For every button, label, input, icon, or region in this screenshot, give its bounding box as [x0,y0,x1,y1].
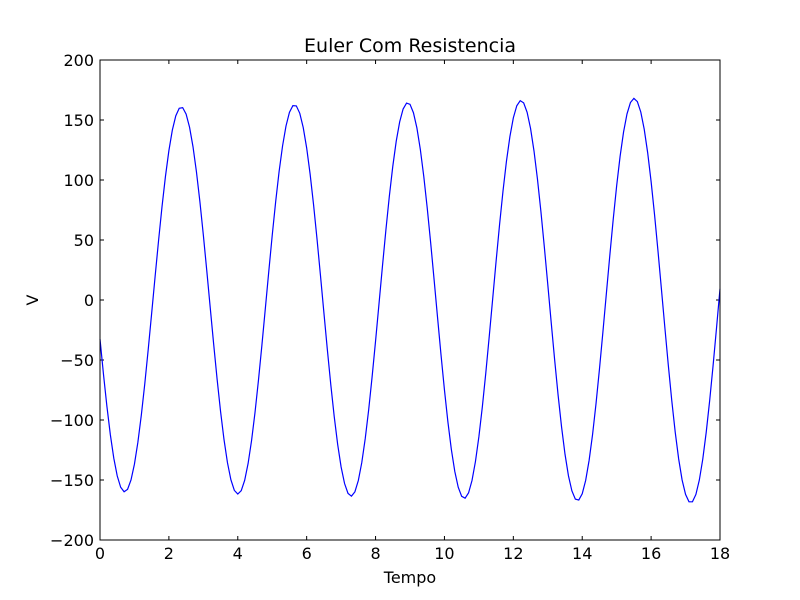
y-tick-label: −150 [50,471,94,490]
y-tick-label: −100 [50,411,94,430]
y-axis-label: V [23,294,42,305]
x-tick-label: 16 [641,544,661,563]
series-line-V [99,97,721,503]
y-tick-label: 200 [63,51,94,70]
x-tick-label: 12 [503,544,523,563]
x-tick-label: 8 [370,544,380,563]
tick-labels: 0 2 4 6 8 10 12 14 16 18 −200 −150 −100 −50 0 50 100 150 2… [50,51,730,563]
x-tick-label: 18 [710,544,730,563]
x-tick-label: 4 [233,544,243,563]
y-tick-label: −200 [50,531,94,550]
y-tick-label: 150 [63,111,94,130]
series-layer [99,97,721,503]
x-tick-label: 0 [95,544,105,563]
y-tick-label: 50 [74,231,94,250]
plot-frame [99,59,721,541]
y-tick-label: 100 [63,171,94,190]
chart-title: Euler Com Resistencia [304,35,516,57]
y-tick-label: 0 [84,291,94,310]
plot-area-background [100,60,720,540]
y-tick-label: −50 [60,351,94,370]
x-tick-label: 2 [164,544,174,563]
x-tick-label: 6 [302,544,312,563]
x-tick-label: 10 [434,544,454,563]
x-axis-label: Tempo [383,568,436,587]
x-tick-label: 14 [572,544,592,563]
